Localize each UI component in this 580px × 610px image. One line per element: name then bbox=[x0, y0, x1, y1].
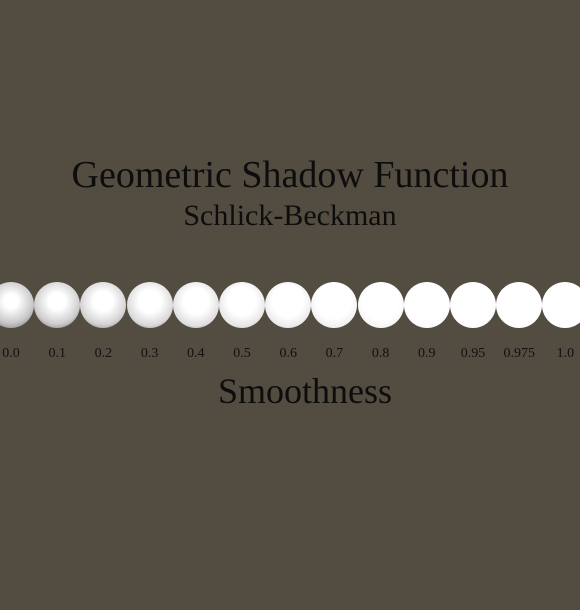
sphere-smoothness-0.3 bbox=[126, 282, 173, 328]
sphere-smoothness-0.1 bbox=[34, 282, 81, 328]
sphere-smoothness-0.5 bbox=[219, 282, 265, 328]
tick-label: 0.0 bbox=[2, 346, 20, 361]
tick-label: 0.2 bbox=[94, 346, 113, 361]
sphere-smoothness-0.975 bbox=[496, 282, 543, 328]
figure-title: Geometric Shadow Function bbox=[71, 154, 509, 196]
sphere-smoothness-0.8 bbox=[357, 282, 404, 328]
tick-label: 0.4 bbox=[187, 346, 205, 361]
tick-label: 0.6 bbox=[279, 346, 297, 361]
tick-label: 0.3 bbox=[140, 346, 159, 361]
sphere-smoothness-0.0 bbox=[0, 282, 34, 328]
sphere-smoothness-0.9 bbox=[403, 282, 450, 328]
figure-subtitle: Schlick-Beckman bbox=[183, 199, 397, 232]
tick-label: 0.7 bbox=[325, 346, 344, 361]
sphere-smoothness-0.2 bbox=[80, 282, 127, 328]
sphere-smoothness-0.6 bbox=[265, 282, 312, 328]
sphere-smoothness-0.4 bbox=[172, 282, 219, 328]
tick-label: 0.95 bbox=[460, 346, 486, 361]
tick-label: 0.1 bbox=[48, 346, 66, 361]
tick-label: 0.9 bbox=[418, 346, 436, 361]
tick-label: 0.5 bbox=[233, 346, 251, 361]
tick-label: 1.0 bbox=[556, 346, 575, 361]
sphere-smoothness-1.0 bbox=[542, 282, 580, 328]
sphere-smoothness-0.95 bbox=[450, 282, 496, 328]
axis-label: Smoothness bbox=[217, 371, 393, 411]
tick-label: 0.8 bbox=[371, 346, 390, 361]
tick-label: 0.975 bbox=[503, 346, 535, 361]
sphere-smoothness-0.7 bbox=[311, 282, 358, 328]
